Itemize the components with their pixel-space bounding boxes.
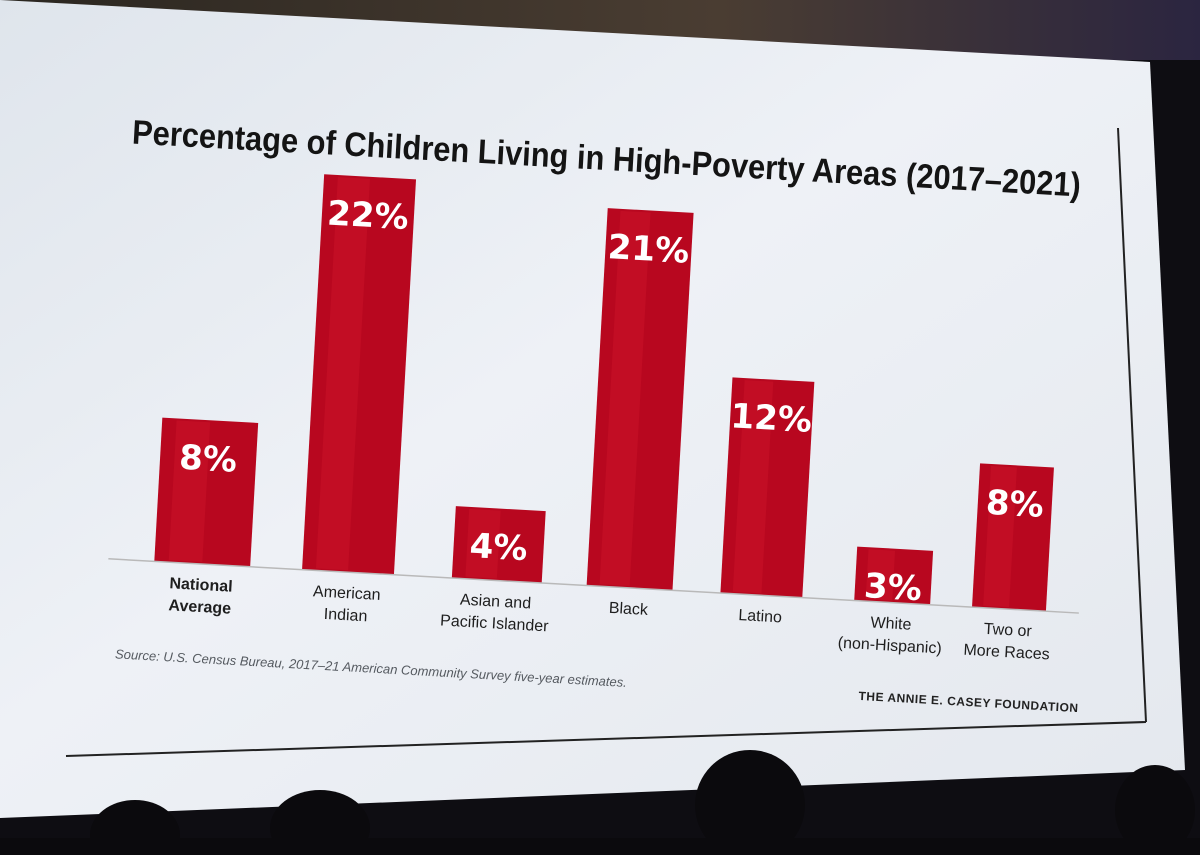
bar-shine-national-average (168, 420, 211, 563)
bar-asian-pacific-islander (451, 506, 546, 584)
value-label-two-or-more-races: 8% (985, 483, 1045, 526)
organization-name: THE ANNIE E. CASEY FOUNDATION (858, 689, 1079, 715)
bar-shine-latino (732, 380, 774, 594)
category-label-national-average-line-2: Average (168, 597, 232, 617)
bar-latino (720, 377, 815, 598)
category-label-two-or-more-races-line-2: More Races (963, 642, 1050, 664)
bar-american-indian (302, 174, 417, 575)
bar-shine-black (599, 210, 651, 586)
audience-head-4 (1115, 765, 1195, 855)
bar-shine-two-or-more-races (983, 465, 1017, 608)
bar-white-non-hispanic (854, 546, 934, 605)
category-label-asian-pacific-islander-line-1: Asian and (460, 592, 532, 613)
category-label-white-non-hispanic-line-1: White (870, 614, 912, 633)
value-label-black: 21% (607, 227, 690, 271)
bar-shine-asian-pacific-islander (465, 508, 501, 579)
category-label-two-or-more-races-line-1: Two or (983, 621, 1033, 641)
value-label-national-average: 8% (178, 438, 238, 481)
bars-group: 8%22%4%21%12%3%8% (154, 174, 1054, 612)
bar-national-average (154, 417, 259, 567)
category-label-american-indian-line-1: American (313, 583, 381, 604)
category-label-asian-pacific-islander-line-2: Pacific Islander (440, 612, 550, 635)
audience-silhouettes (0, 750, 1200, 855)
value-label-latino: 12% (729, 396, 812, 440)
value-label-american-indian: 22% (326, 194, 409, 238)
slide-frame-right (1117, 127, 1147, 723)
category-label-latino-line-1: Latino (738, 607, 783, 626)
slide-frame-bottom (65, 721, 1147, 757)
category-label-white-non-hispanic-line-2: (non-Hispanic) (837, 635, 942, 658)
bar-shine-american-indian (315, 177, 370, 571)
value-label-asian-pacific-islander: 4% (469, 526, 529, 569)
audience-row (0, 838, 1200, 855)
category-label-american-indian-line-2: Indian (323, 606, 367, 625)
screen-surface (0, 0, 1185, 818)
category-label-black-line-1: Black (608, 600, 649, 619)
category-label-national-average-line-1: National (169, 575, 233, 595)
bar-shine-white-non-hispanic (865, 549, 896, 601)
audience-head-3 (695, 750, 805, 855)
bar-two-or-more-races (972, 463, 1054, 612)
bar-black (586, 208, 694, 591)
chart-title: Percentage of Children Living in High-Po… (131, 113, 1082, 204)
source-note: Source: U.S. Census Bureau, 2017–21 Amer… (115, 646, 628, 690)
x-axis-baseline (108, 558, 1079, 614)
